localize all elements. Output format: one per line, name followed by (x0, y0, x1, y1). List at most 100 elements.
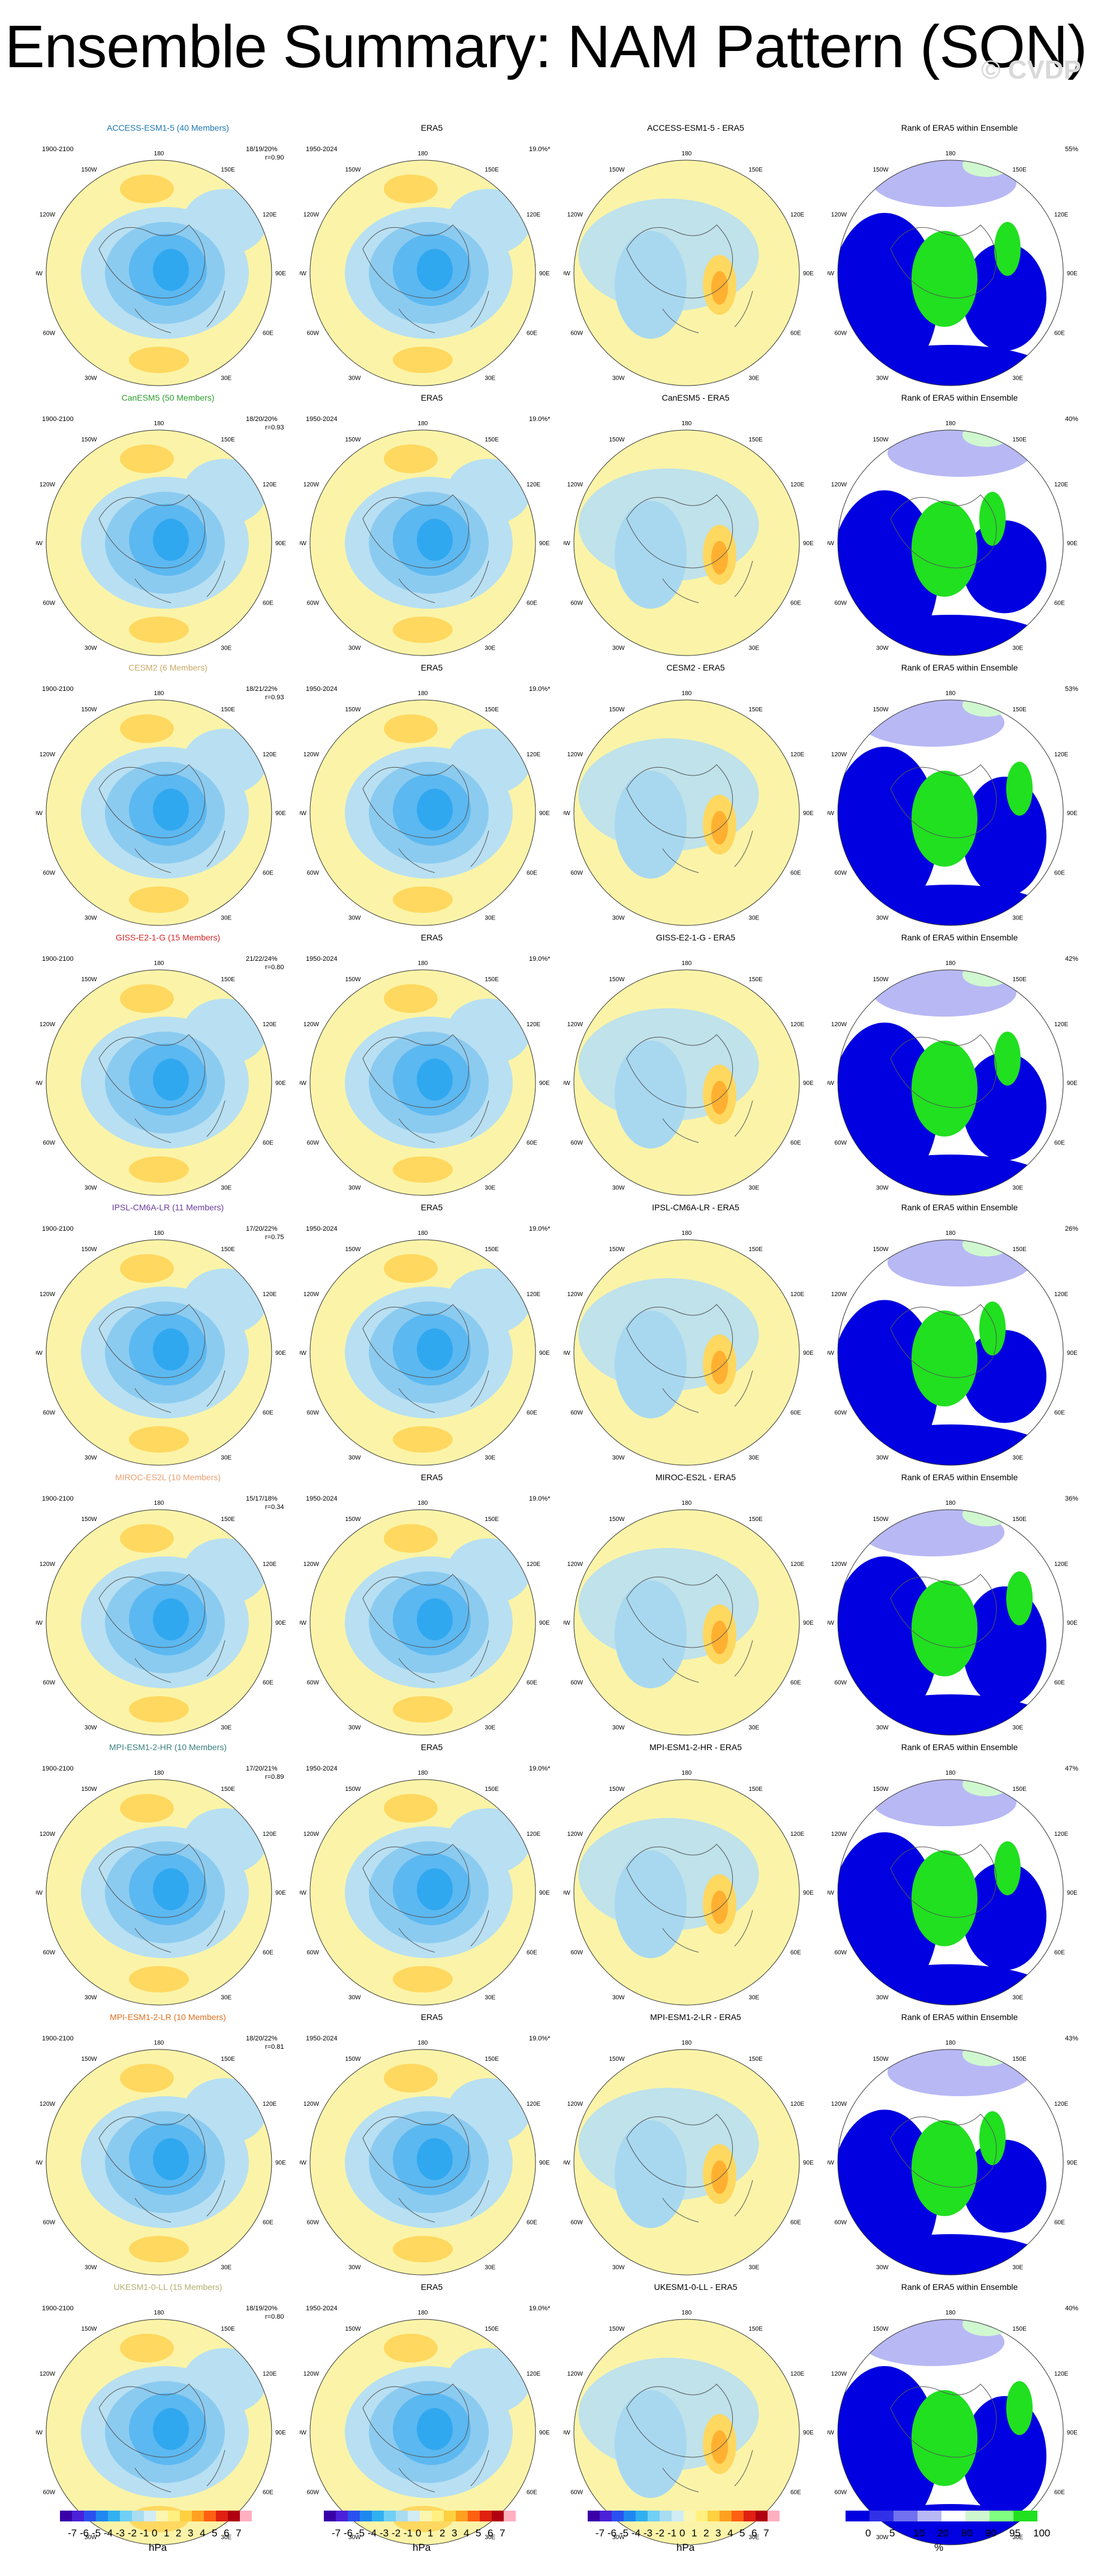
colorbar-tick: -5 (356, 2527, 365, 2539)
colorbar-swatch (180, 2511, 192, 2521)
colorbar-swatch (846, 2511, 870, 2521)
lon-label-ul: 120W (40, 212, 56, 218)
panel-title-model: ACCESS-ESM1-5 (40 Members) (107, 123, 229, 133)
lon-label-l: 90W (564, 1890, 571, 1896)
lon-label-ur: 120E (527, 1021, 541, 1028)
lon-label-br: 30E (221, 915, 231, 922)
lon-label-top: 180 (682, 690, 692, 697)
colorbar-tick: -2 (392, 2527, 401, 2539)
panel-difference: 180090W90E150W150E120W120E60W60E30W30EAC… (564, 123, 828, 387)
lon-label-ur: 120E (790, 2371, 805, 2377)
lon-label-ur: 120E (527, 212, 541, 218)
lon-label-br: 30E (1012, 1995, 1023, 2001)
lon-label-top: 180 (682, 2040, 692, 2046)
colorbar-rank: 0 5 10 20 80 90 95 100% (846, 2511, 1050, 2565)
lon-label-br: 30E (221, 1995, 231, 2001)
period-label: 1950-2024 (306, 2305, 338, 2312)
colorbar-swatch (696, 2511, 708, 2521)
lon-label-top: 180 (418, 1230, 428, 1237)
watermark: © CVDP (981, 55, 1081, 85)
lon-label-tl: 150W (609, 2056, 625, 2063)
colorbar-swatch (396, 2511, 408, 2521)
polar-map: 180090W90E150W150E120W120E60W60E30W30E (300, 690, 550, 926)
lon-label-lr: 60E (790, 330, 801, 336)
lon-label-l: 90W (300, 540, 307, 547)
colorbar-swatch (192, 2511, 204, 2521)
rank-percent: 40% (1065, 2305, 1079, 2312)
panel-title-rank: Rank of ERA5 within Ensemble (901, 2282, 1018, 2292)
lon-label-tl: 150W (873, 1516, 889, 1523)
lon-label-ur: 120E (527, 1561, 541, 1568)
variance-stats: 18/20/22% (246, 2035, 278, 2042)
lon-label-r: 90E (539, 1080, 550, 1087)
colorbar-swatch (768, 2511, 780, 2521)
lon-label-tr: 150E (485, 1516, 499, 1523)
lon-label-br: 30E (1012, 1185, 1023, 1192)
lon-label-bl: 30W (612, 2535, 625, 2541)
colorbar-tick: 20 (937, 2527, 949, 2539)
period-label: 1900-2100 (42, 686, 74, 693)
panel-title-difference: UKESM1-0-LL - ERA5 (654, 2282, 738, 2292)
lon-label-bl: 30W (348, 1185, 361, 1192)
period-label: 1900-2100 (42, 1765, 74, 1772)
panel-title-difference: MPI-ESM1-2-LR - ERA5 (650, 2012, 741, 2022)
lon-label-top: 180 (682, 151, 692, 157)
lon-label-br: 30E (221, 375, 231, 382)
lon-label-br: 30E (485, 375, 495, 382)
lon-label-lr: 60E (1054, 330, 1065, 336)
lon-label-top: 180 (418, 690, 428, 697)
variance-pct: 19.0%* (529, 2035, 550, 2042)
lon-label-l: 90W (300, 1890, 307, 1896)
lon-label-bl: 30W (612, 1725, 625, 1732)
lon-label-r: 90E (1067, 2430, 1078, 2436)
colorbar-tick: 2 (703, 2527, 709, 2539)
colorbar-swatch (96, 2511, 108, 2521)
lon-label-ll: 60W (306, 1679, 319, 1686)
lon-label-lr: 60E (263, 2489, 273, 2496)
lon-label-top: 180 (154, 1500, 164, 1507)
lon-label-bl: 30W (348, 1725, 361, 1732)
lon-label-lr: 60E (527, 330, 537, 336)
lon-label-ur: 120E (263, 1291, 277, 1298)
polar-map: 180090W90E150W150E120W120E60W60E30W30E (828, 2310, 1078, 2545)
pattern-correlation: r=0.90 (265, 154, 284, 161)
panel-title-rank: Rank of ERA5 within Ensemble (901, 1472, 1018, 1482)
panel-title-difference: IPSL-CM6A-LR - ERA5 (652, 1203, 739, 1212)
colorbar-era5: -7 -6 -5 -4 -3 -2 -1 0 1 2 3 4 5 6 7 hPa (324, 2511, 528, 2565)
lon-label-tl: 150W (81, 976, 97, 983)
colorbar-swatch (588, 2511, 600, 2521)
panel-rank: 180090W90E150W150E120W120E60W60E30W30ERa… (828, 393, 1091, 657)
lon-label-lr: 60E (1054, 1409, 1065, 1416)
lon-label-ll: 60W (43, 330, 55, 336)
panel-title-era5: ERA5 (420, 2282, 443, 2292)
lon-label-lr: 60E (263, 1679, 273, 1686)
polar-map: 180090W90E150W150E120W120E60W60E30W30E (564, 1770, 814, 2006)
lon-label-ul: 120W (567, 1291, 583, 1298)
lon-label-ul: 120W (40, 1291, 56, 1298)
polar-map: 180090W90E150W150E120W120E60W60E30W30E (828, 1230, 1078, 1466)
panel-rank: 180090W90E150W150E120W120E60W60E30W30ERa… (828, 1472, 1091, 1736)
panel-title-era5: ERA5 (420, 933, 443, 942)
lon-label-l: 90W (828, 1080, 835, 1087)
colorbar-tick: 3 (452, 2527, 458, 2539)
lon-label-ur: 120E (263, 752, 277, 758)
period-label: 1950-2024 (306, 955, 338, 963)
lon-label-tr: 150E (748, 1246, 763, 1253)
panel-rank: 180090W90E150W150E120W120E60W60E30W30ERa… (828, 1203, 1091, 1466)
colorbar-tick: 4 (200, 2527, 206, 2539)
lon-label-ur: 120E (527, 1831, 541, 1838)
lon-label-tr: 150E (485, 437, 499, 443)
lon-label-ll: 60W (834, 2489, 847, 2496)
lon-label-ur: 120E (1054, 1831, 1069, 1838)
lon-label-ul: 120W (40, 752, 56, 758)
lon-label-bl: 30W (876, 1995, 889, 2001)
lon-label-tr: 150E (485, 1246, 499, 1253)
variance-stats: 17/20/22% (246, 1225, 278, 1233)
lon-label-br: 30E (748, 2265, 759, 2271)
lon-label-tl: 150W (873, 707, 889, 713)
lon-label-br: 30E (485, 1185, 495, 1192)
colorbar-tick: -5 (92, 2527, 101, 2539)
lon-label-lr: 60E (790, 600, 801, 606)
colorbar-swatch (732, 2511, 744, 2521)
lon-label-top: 180 (418, 151, 428, 157)
